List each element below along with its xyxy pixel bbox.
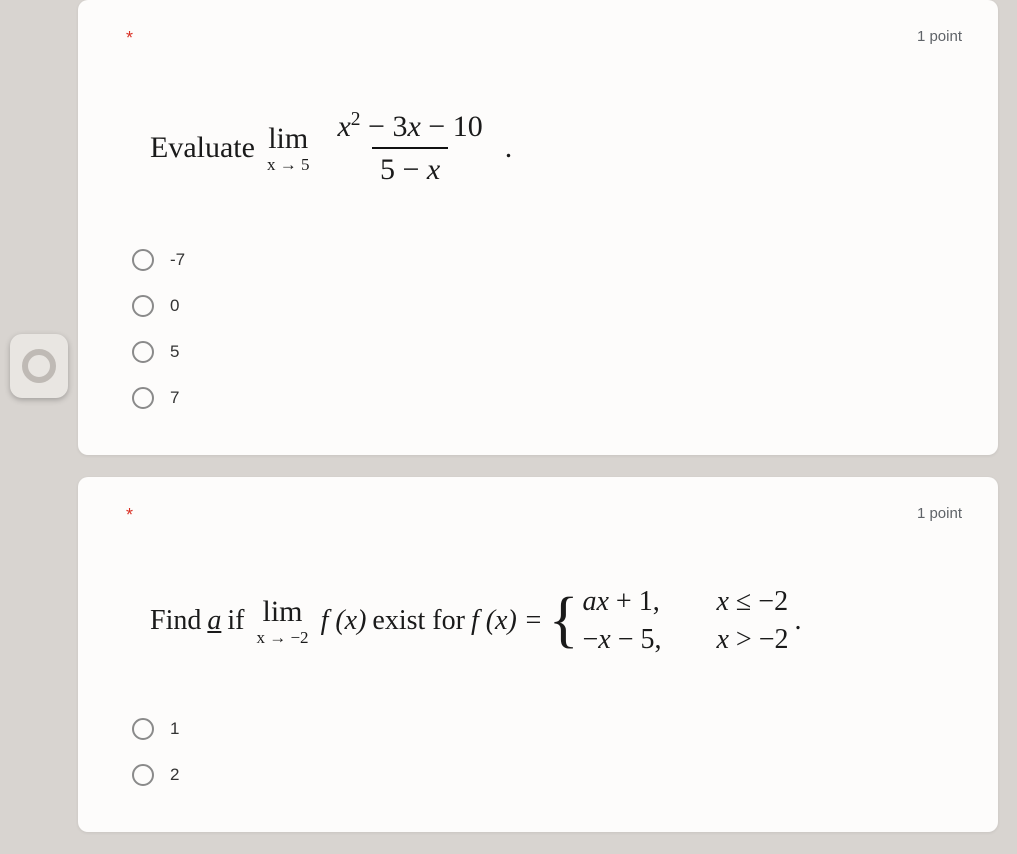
lim-label: lim bbox=[268, 124, 308, 154]
radio-icon[interactable] bbox=[132, 341, 154, 363]
piece-cond: x ≤ −2 bbox=[716, 586, 788, 618]
option-label: 7 bbox=[170, 388, 179, 408]
radio-icon[interactable] bbox=[132, 249, 154, 271]
points-label: 1 point bbox=[917, 505, 962, 522]
piecewise-rows: ax + 1, x ≤ −2 −x − 5, x > −2 bbox=[582, 586, 788, 656]
option-row[interactable]: -7 bbox=[132, 237, 962, 283]
option-label: 5 bbox=[170, 342, 179, 362]
option-label: 0 bbox=[170, 296, 179, 316]
lim-approach: x → −2 bbox=[256, 629, 308, 646]
piece-row: ax + 1, x ≤ −2 bbox=[582, 586, 788, 618]
option-label: 2 bbox=[170, 765, 179, 785]
piece-row: −x − 5, x > −2 bbox=[582, 624, 788, 656]
question-card-1: * 1 point Evaluate lim x → 5 x2 − 3x − 1… bbox=[78, 0, 998, 455]
option-row[interactable]: 2 bbox=[132, 752, 962, 798]
trailing-dot: . bbox=[795, 605, 802, 637]
option-label: -7 bbox=[170, 250, 185, 270]
badge-ring-icon bbox=[22, 349, 56, 383]
piece-expr: −x − 5, bbox=[582, 624, 692, 656]
fx-equals: f (x) = bbox=[471, 605, 543, 637]
prompt-word: Evaluate bbox=[150, 131, 255, 165]
side-floating-badge bbox=[10, 334, 68, 398]
radio-icon[interactable] bbox=[132, 718, 154, 740]
option-row[interactable]: 7 bbox=[132, 375, 962, 421]
radio-icon[interactable] bbox=[132, 295, 154, 317]
left-brace-icon: { bbox=[549, 593, 579, 649]
card-header: * 1 point bbox=[126, 28, 962, 49]
piece-expr: ax + 1, bbox=[582, 586, 692, 618]
option-row[interactable]: 5 bbox=[132, 329, 962, 375]
option-label: 1 bbox=[170, 719, 179, 739]
question-text: Evaluate lim x → 5 x2 − 3x − 10 5 − x . bbox=[126, 109, 962, 187]
question-card-2: * 1 point Find a if lim x → −2 f (x) exi… bbox=[78, 477, 998, 832]
required-marker: * bbox=[126, 505, 133, 526]
form-page: * 1 point Evaluate lim x → 5 x2 − 3x − 1… bbox=[78, 0, 998, 854]
options-group: 1 2 bbox=[126, 706, 962, 798]
question-text: Find a if lim x → −2 f (x) exist for f (… bbox=[126, 586, 962, 656]
points-label: 1 point bbox=[917, 28, 962, 45]
radio-icon[interactable] bbox=[132, 764, 154, 786]
denominator: 5 − x bbox=[372, 147, 448, 188]
lim-approach: x → 5 bbox=[267, 156, 310, 173]
trailing-dot: . bbox=[505, 131, 513, 165]
piece-cond: x > −2 bbox=[716, 624, 788, 656]
fraction: x2 − 3x − 10 5 − x bbox=[329, 109, 490, 187]
exist-text: exist for bbox=[372, 605, 465, 637]
option-row[interactable]: 1 bbox=[132, 706, 962, 752]
prompt-variable: a bbox=[207, 605, 221, 637]
card-header: * 1 point bbox=[126, 505, 962, 526]
radio-icon[interactable] bbox=[132, 387, 154, 409]
piecewise-function: { ax + 1, x ≤ −2 −x − 5, x > −2 bbox=[549, 586, 789, 656]
prompt-mid: if bbox=[227, 605, 244, 637]
fx-expr: f (x) bbox=[321, 605, 367, 637]
required-marker: * bbox=[126, 28, 133, 49]
prompt-prefix: Find bbox=[150, 605, 201, 637]
options-group: -7 0 5 7 bbox=[126, 237, 962, 421]
numerator: x2 − 3x − 10 bbox=[329, 109, 490, 147]
option-row[interactable]: 0 bbox=[132, 283, 962, 329]
lim-label: lim bbox=[263, 597, 303, 627]
limit-notation: lim x → −2 bbox=[256, 597, 308, 646]
limit-notation: lim x → 5 bbox=[267, 124, 310, 173]
